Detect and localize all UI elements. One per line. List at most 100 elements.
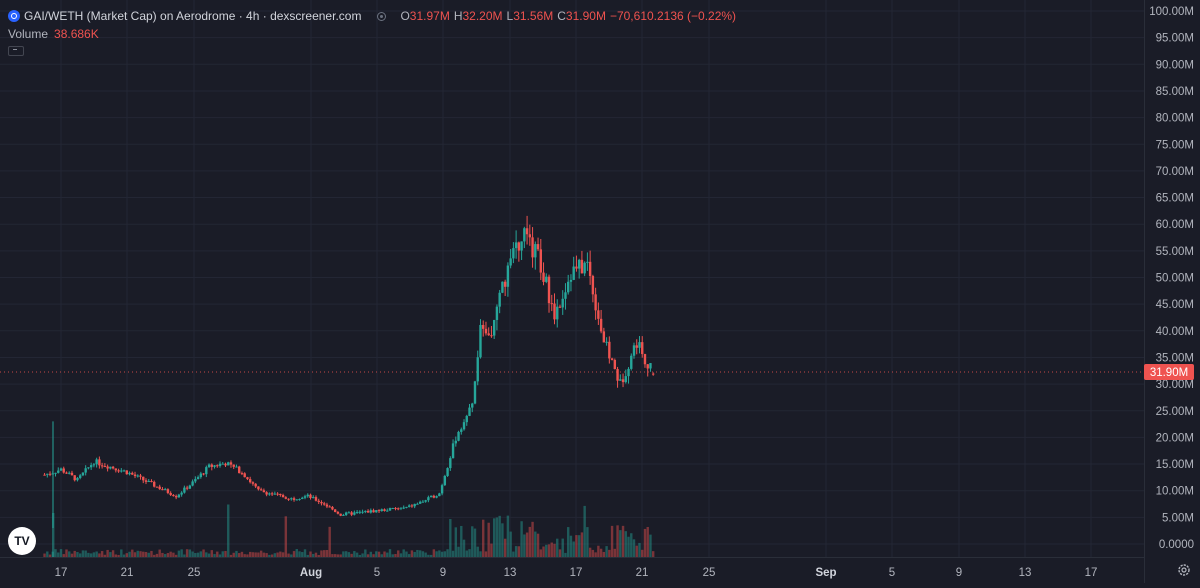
volume-bar	[317, 554, 320, 557]
volume-bar	[185, 549, 189, 557]
collapse-legend-button[interactable]	[8, 46, 24, 56]
volume-bar	[567, 527, 570, 557]
candle-body	[487, 333, 490, 336]
volume-bar	[498, 515, 501, 557]
candle-body	[347, 512, 351, 514]
price-axis-label: 25.00M	[1156, 406, 1194, 418]
volume-bar	[599, 548, 603, 557]
volume-bar	[468, 549, 471, 557]
candle-body	[287, 498, 290, 500]
candle-body	[427, 497, 430, 501]
volume-bar	[545, 544, 548, 557]
time-axis-label: 21	[636, 567, 649, 579]
volume-bar	[591, 549, 595, 557]
volume-bar	[235, 550, 238, 557]
tradingview-logo-icon[interactable]: TV	[8, 527, 36, 555]
volume-bar	[202, 549, 205, 557]
volume-bar	[114, 554, 118, 557]
candle-body	[309, 494, 312, 498]
candle-body	[323, 503, 326, 505]
price-axis[interactable]: 100.00M 95.00M 90.00M 85.00M 80.00M 75.00M 70.…	[1149, 6, 1194, 551]
candle-body	[394, 507, 397, 509]
volume-bar	[320, 550, 323, 557]
volume-bar	[76, 552, 79, 557]
candle-body	[375, 510, 378, 513]
volume-bar	[421, 551, 425, 557]
volume-bar	[191, 551, 194, 557]
volume-bar	[295, 549, 298, 557]
volume-bar	[451, 550, 455, 557]
gear-icon[interactable]	[1176, 562, 1192, 578]
candle-body	[405, 506, 408, 508]
volume-bar	[301, 552, 304, 557]
time-axis-label: 25	[703, 567, 716, 579]
volume-bar	[213, 554, 216, 557]
volume-bar	[210, 550, 213, 557]
chart-legend: GAI/WETH (Market Cap) on Aerodrome · 4h …	[8, 8, 736, 56]
candle-body	[312, 497, 315, 499]
candle-body	[163, 489, 167, 491]
candle-body	[558, 306, 562, 308]
volume-bar	[70, 553, 74, 557]
candle-body	[460, 429, 463, 432]
change-value: −70,610.2136 (−0.22%)	[609, 9, 737, 23]
volume-bar	[399, 553, 403, 557]
time-axis[interactable]: 17 21 25 Aug 5 9 13 17 21 25 Sep 5 9 13 17	[55, 567, 1098, 579]
volume-bar	[131, 549, 134, 557]
volume-bar	[553, 543, 556, 557]
symbol-title[interactable]: GAI/WETH (Market Cap) on Aerodrome · 4h …	[24, 9, 362, 23]
price-axis-label: 100.00M	[1149, 6, 1194, 18]
candle-body	[298, 498, 301, 500]
volume-bar	[523, 534, 526, 557]
volume-bar	[361, 553, 364, 557]
candle-body	[358, 511, 362, 513]
eye-icon[interactable]	[377, 11, 387, 21]
volume-bar	[281, 552, 285, 557]
volume-bar	[276, 552, 279, 557]
candle-body	[465, 415, 468, 423]
price-axis-label: 15.00M	[1156, 459, 1194, 471]
candle-body	[473, 381, 477, 404]
candle-body	[440, 485, 444, 494]
low-key: L	[506, 9, 514, 23]
candle-body	[602, 331, 606, 343]
volume-bar	[556, 538, 559, 557]
volume-bar	[646, 526, 649, 557]
blue-chain-icon	[8, 10, 20, 22]
legend-main-row: GAI/WETH (Market Cap) on Aerodrome · 4h …	[8, 8, 736, 24]
volume-bar	[484, 551, 488, 557]
candle-body	[649, 363, 652, 369]
volume-bar	[155, 553, 159, 557]
candle-body	[608, 341, 611, 359]
price-axis-label: 65.00M	[1156, 193, 1194, 205]
time-axis-label: 21	[121, 567, 134, 579]
high-value: 32.20M	[462, 9, 503, 23]
volume-bar	[558, 549, 562, 557]
volume-bar	[290, 554, 293, 557]
time-axis-label: 17	[570, 567, 583, 579]
volume-bar	[514, 546, 518, 557]
volume-bar	[279, 551, 282, 557]
volume-bar	[227, 504, 230, 557]
candle-body	[449, 458, 452, 469]
price-axis-label: 0.0000	[1159, 539, 1194, 551]
candle-body	[158, 486, 161, 490]
candle-body	[638, 342, 641, 348]
volume-bar	[229, 554, 233, 557]
candle-body	[111, 466, 115, 469]
volume-bar	[254, 552, 257, 557]
volume-bar	[413, 551, 416, 557]
candle-body	[591, 276, 595, 295]
volume-bar	[303, 549, 307, 557]
volume-bar	[652, 551, 655, 557]
candle-body	[306, 494, 309, 497]
candle-body	[290, 498, 293, 500]
candle-body	[432, 495, 436, 498]
candle-body	[279, 493, 282, 496]
price-axis-label: 5.00M	[1162, 512, 1194, 524]
volume-bar	[328, 526, 331, 557]
candle-body	[48, 473, 52, 475]
volume-bar	[257, 552, 260, 557]
